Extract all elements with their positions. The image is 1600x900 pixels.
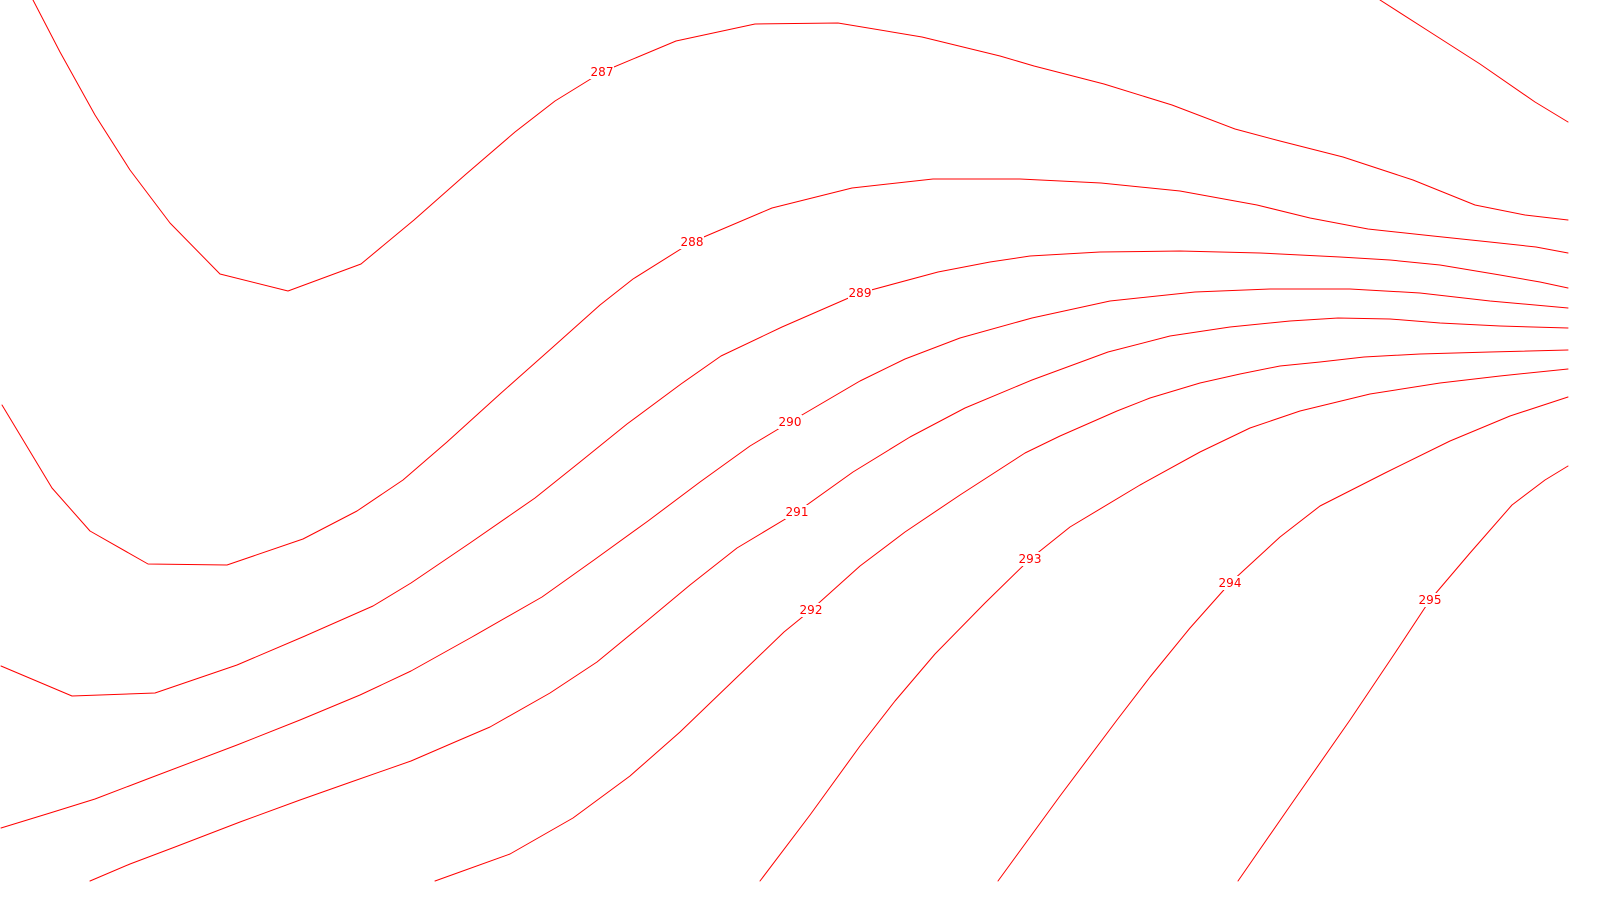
contour-line-292 — [434, 349, 1569, 882]
contour-line-294 — [997, 396, 1569, 882]
contour-label-background — [848, 286, 872, 300]
contour-line-291 — [89, 317, 1569, 882]
contour-line-289 — [0, 250, 1569, 697]
contour-line-293 — [759, 368, 1569, 882]
contour-lines — [0, 0, 1569, 882]
contour-label-295: 295 — [1419, 593, 1442, 607]
contour-label-background — [590, 65, 614, 79]
contour-label-background — [799, 603, 823, 617]
contour-label-background — [785, 505, 809, 519]
contour-line-287-part-2 — [1379, 0, 1569, 123]
contour-line-290 — [0, 288, 1569, 829]
contour-label-background — [1418, 593, 1442, 607]
contour-label-288: 288 — [681, 235, 704, 249]
contour-label-background — [1018, 552, 1042, 566]
contour-label-background — [680, 235, 704, 249]
contour-line-295 — [1237, 465, 1569, 882]
contour-label-290: 290 — [779, 415, 802, 429]
contour-labels: 287 288 289 290 291 292 293 294 295 — [590, 65, 1442, 617]
contour-label-289: 289 — [849, 286, 872, 300]
contour-label-292: 292 — [800, 603, 823, 617]
contour-line-287-part-1 — [32, 0, 1569, 292]
contour-label-294: 294 — [1219, 576, 1242, 590]
contour-label-background — [778, 415, 802, 429]
contour-label-293: 293 — [1019, 552, 1042, 566]
contour-label-291: 291 — [786, 505, 809, 519]
contour-label-background — [1218, 576, 1242, 590]
contour-label-287: 287 — [591, 65, 614, 79]
